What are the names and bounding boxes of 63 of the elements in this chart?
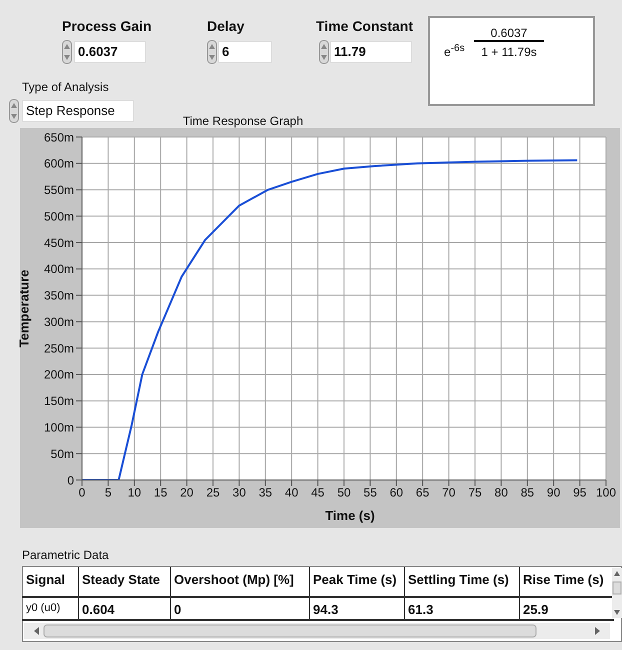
text: Rise Time (s)	[523, 572, 604, 587]
y-tick-label: 200m	[44, 368, 74, 382]
y-tick-label: 600m	[44, 156, 74, 171]
text: e$^{-6s}$	[444, 43, 465, 59]
x-tick-label: 15	[154, 486, 168, 500]
text: Step Response	[26, 103, 115, 118]
text: Parametric Data	[22, 548, 109, 562]
x-tick-label: 80	[494, 486, 508, 500]
x-tick-label: 45	[311, 486, 325, 500]
text: 0.6037	[78, 44, 118, 59]
x-tick-label: 65	[416, 486, 430, 500]
x-tick-label: 95	[573, 486, 587, 500]
x-tick-label: 10	[128, 486, 142, 500]
y-tick-label: 100m	[44, 420, 74, 434]
text: 61.3	[408, 602, 434, 617]
y-tick-label: 400m	[44, 262, 74, 276]
text: Process Gain	[62, 18, 152, 34]
text: Time Constant	[316, 18, 413, 34]
x-tick-label: 90	[546, 486, 561, 500]
text: Peak Time (s)	[313, 572, 397, 587]
text: 11.79	[334, 44, 366, 59]
text: y0 (u0)	[26, 602, 60, 614]
y-axis-title: Temperature	[16, 270, 32, 348]
x-tick-label: 60	[390, 486, 404, 500]
text: 94.3	[313, 602, 338, 617]
text: Signal	[26, 572, 66, 587]
y-tick-label: 50m	[50, 446, 74, 461]
x-tick-label: 55	[364, 486, 378, 500]
x-tick-label: 35	[258, 486, 272, 500]
x-tick-label: 100	[596, 486, 616, 500]
y-tick-label: 300m	[44, 314, 74, 329]
y-tick-label: 350m	[44, 288, 74, 303]
text: 0.604	[82, 602, 115, 617]
text: 1 + 11.79s	[481, 45, 537, 59]
text: Delay	[207, 18, 244, 34]
text: Type of Analysis	[22, 80, 109, 94]
x-tick-label: 30	[232, 486, 246, 500]
y-tick-label: 0	[67, 473, 74, 488]
x-tick-label: 75	[468, 486, 482, 500]
text: Settling Time (s)	[408, 572, 509, 587]
text: Overshoot (Mp) [%]	[174, 572, 294, 587]
x-tick-label: 0	[78, 486, 86, 500]
chart-title: Time Response Graph	[182, 114, 304, 128]
x-tick-label: 40	[284, 486, 299, 500]
x-tick-label: 20	[180, 486, 194, 500]
x-tick-label: 5	[104, 486, 112, 500]
y-tick-label: 500m	[44, 209, 74, 224]
x-tick-label: 70	[442, 486, 456, 500]
text: 0.6037	[490, 26, 528, 40]
x-axis-title: Time (s)	[325, 508, 375, 523]
y-tick-label: 650m	[44, 130, 74, 144]
y-tick-label: 550m	[44, 183, 74, 198]
text: 6	[222, 44, 230, 59]
y-tick-label: 250m	[44, 341, 74, 356]
y-tick-label: 150m	[44, 394, 74, 408]
text: 25.9	[523, 602, 548, 617]
x-tick-label: 25	[206, 486, 220, 500]
line-series	[82, 159, 578, 480]
text: Steady State	[82, 572, 160, 587]
x-tick-label: 50	[337, 486, 351, 500]
y-tick-label: 450m	[44, 236, 74, 250]
text: 0	[174, 602, 182, 617]
x-tick-label: 85	[520, 486, 534, 500]
